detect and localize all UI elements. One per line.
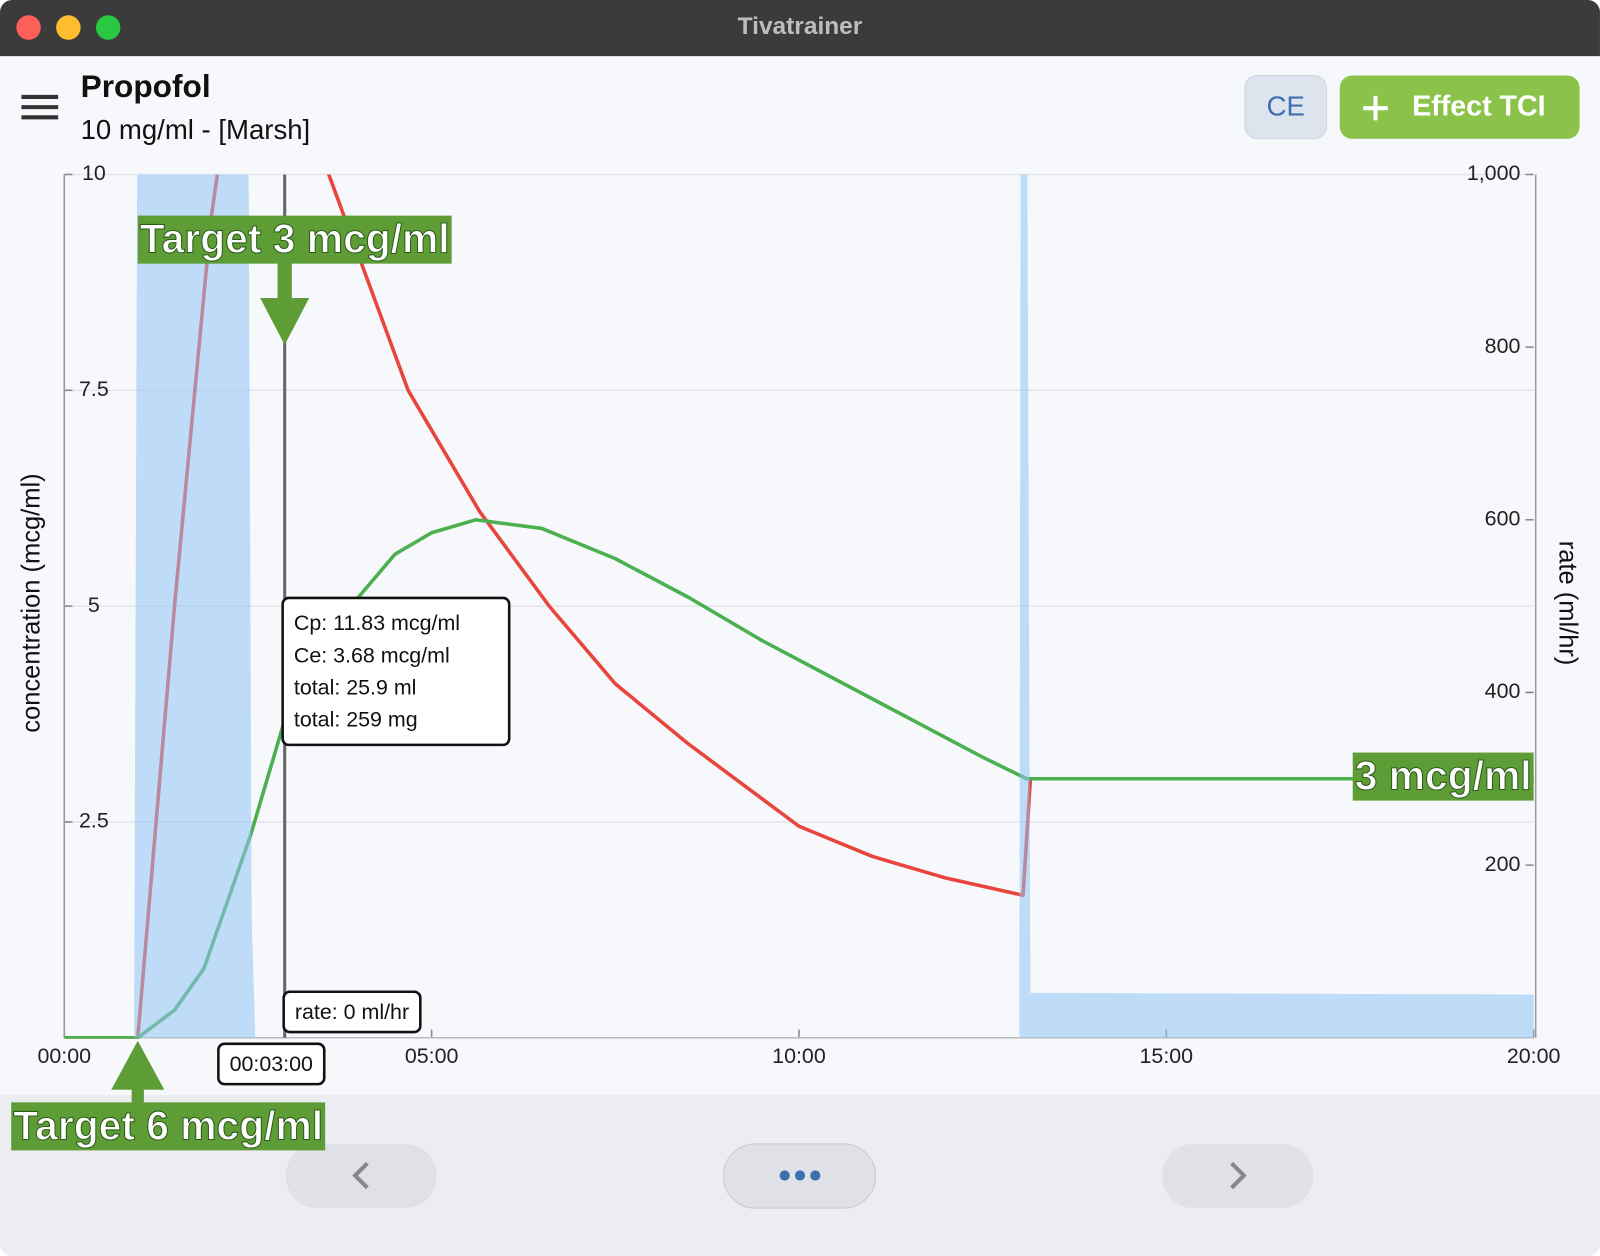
effect-tci-button[interactable]: [1339, 75, 1580, 139]
x-tick-label: 10:00: [772, 1044, 826, 1068]
y2-tick-label: 400: [1485, 679, 1521, 703]
x-tick-label: 05:00: [405, 1044, 459, 1068]
annotation-text: Target 3 mcg/ml: [140, 216, 450, 262]
window-title: Tivatrainer: [738, 13, 863, 40]
annotation-text: Target 6 mcg/ml: [13, 1102, 323, 1148]
tooltip-line: Ce: 3.68 mcg/ml: [294, 643, 450, 667]
prev-button[interactable]: [285, 1143, 437, 1209]
x-tick-label: 20:00: [1507, 1044, 1561, 1068]
annotation: Target 6 mcg/ml: [11, 1102, 326, 1151]
y-tick-label: 7.5: [79, 377, 109, 401]
more-icon: [779, 1170, 821, 1181]
drug-title: Propofol: [81, 68, 211, 104]
cursor-time-box: [217, 1042, 326, 1086]
annotation-arrow: [111, 1040, 165, 1103]
next-button[interactable]: [1162, 1143, 1314, 1209]
minimize-button[interactable]: [56, 15, 81, 40]
title-bar: [0, 0, 1600, 57]
tooltip-line: total: 25.9 ml: [294, 675, 417, 699]
rate-label-box: [282, 990, 422, 1034]
y2-tick-label: 800: [1485, 334, 1521, 358]
annotation-box: [11, 1102, 326, 1151]
annotation-text: 3 mcg/ml: [1355, 753, 1532, 799]
y2-tick-label: 1,000: [1467, 161, 1521, 185]
cursor-time: 00:03:00: [217, 1042, 326, 1086]
cursor-time-text: 00:03:00: [230, 1052, 313, 1076]
tooltip-line: total: 259 mg: [294, 708, 418, 732]
annotation-arrow: [260, 261, 310, 345]
ce-button[interactable]: [1244, 74, 1328, 140]
annotation: 3 mcg/ml: [1352, 752, 1534, 801]
tooltip-box: [281, 596, 511, 747]
y2-tick-label: 600: [1485, 506, 1521, 530]
annotation-box: [1352, 752, 1534, 801]
y2-tick-label: 200: [1485, 852, 1521, 876]
zoom-button[interactable]: [95, 15, 121, 40]
y-tick-label: 5: [88, 593, 100, 617]
y-axis-title: concentration (mcg/ml): [17, 473, 45, 732]
y-tick-label: 10: [82, 161, 106, 185]
tooltip: Cp: 11.83 mcg/ml Ce: 3.68 mcg/ml total: 25…: [281, 596, 511, 747]
tooltip-line: Cp: 11.83 mcg/ml: [294, 611, 460, 635]
y2-axis-title: rate (ml/hr): [1554, 541, 1582, 666]
x-tick-label: 00:00: [37, 1044, 91, 1068]
menu-button[interactable]: [21, 94, 59, 120]
rate-label: rate: 0 ml/hr: [282, 990, 422, 1034]
x-tick-label: 15:00: [1140, 1044, 1194, 1068]
annotation-box: [137, 215, 452, 264]
effect-tci-label: Effect TCI: [1412, 91, 1545, 123]
annotation: Target 3 mcg/ml: [137, 215, 452, 264]
ce-button-label: CE: [1267, 90, 1305, 121]
plus-icon: [1363, 95, 1388, 121]
y-tick-label: 2.5: [79, 809, 109, 833]
close-button[interactable]: [16, 15, 41, 40]
rate-label-text: rate: 0 ml/hr: [295, 1000, 409, 1024]
drug-subtitle: 10 mg/ml - [Marsh]: [81, 114, 311, 145]
prev-icon: [352, 1161, 369, 1190]
next-icon: [1230, 1161, 1247, 1190]
